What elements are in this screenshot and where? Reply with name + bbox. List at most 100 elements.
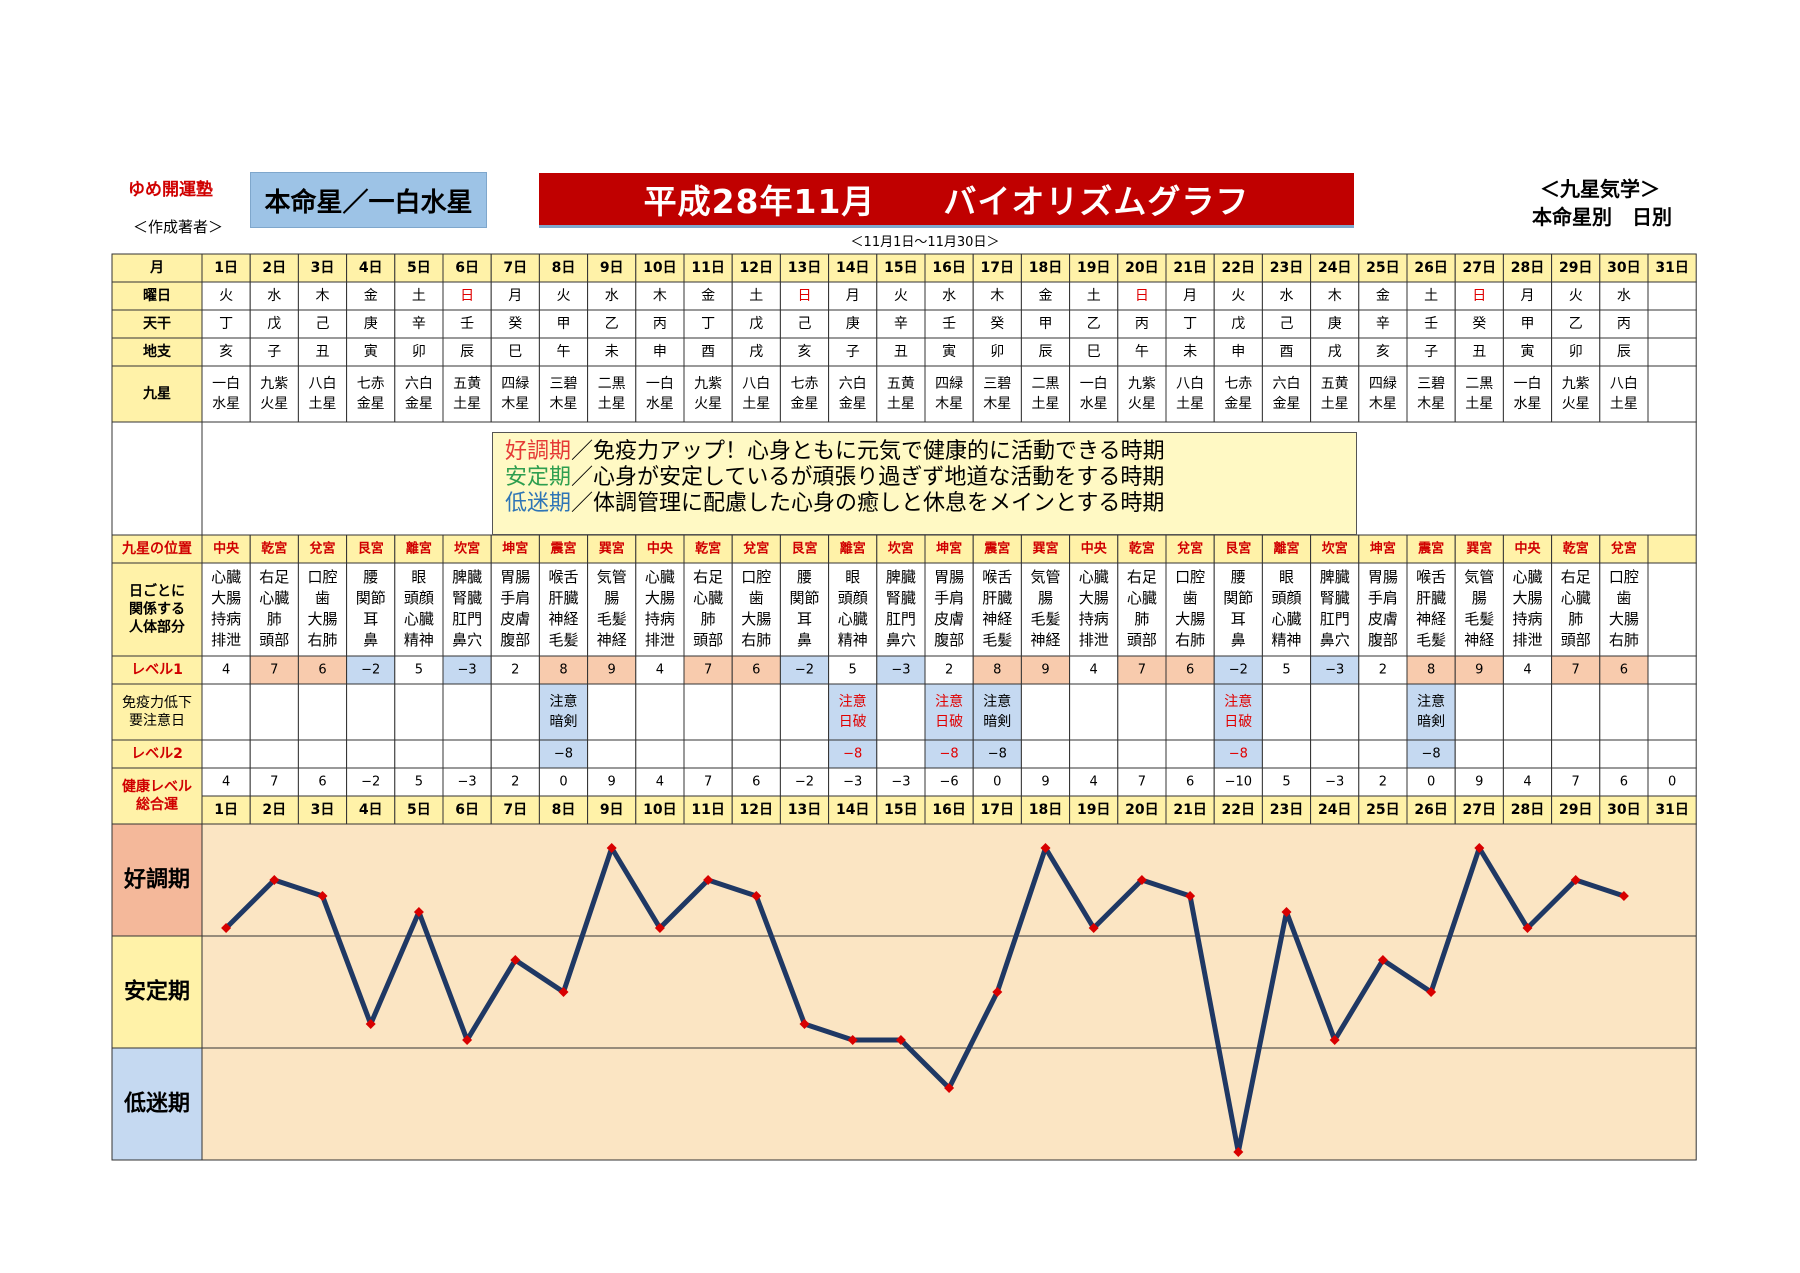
body-part-label: 毛髪 (982, 631, 1012, 649)
cell-weekday (876, 281, 926, 311)
body-part-label: 腎臓 (452, 589, 482, 607)
body-part-label: 眼 (411, 568, 426, 586)
cell-body (201, 562, 251, 657)
weekday-label: 木 (653, 288, 667, 304)
kyusei-label: 火星 (260, 396, 288, 412)
row-label-level2 (111, 739, 203, 769)
stem-label: 乙 (1569, 316, 1583, 332)
kyusei-label: 八白 (1176, 376, 1204, 392)
day-label: 14日 (836, 260, 869, 276)
body-part-label: 毛髪 (597, 610, 627, 628)
position-label: 中央 (647, 541, 674, 557)
cell-level1 (346, 655, 396, 685)
body-part-label: 手肩 (1368, 589, 1398, 607)
day-label: 16日 (932, 802, 965, 818)
cell-kyusei (1551, 365, 1601, 423)
data-point (1377, 955, 1388, 965)
body-part-label: 腹部 (500, 631, 530, 649)
body-part-label: 喉舌 (982, 568, 1012, 586)
stem-label: 己 (798, 316, 812, 332)
data-point (317, 891, 328, 901)
body-part-label: 肺 (1568, 610, 1583, 628)
day-label: 5日 (407, 260, 431, 276)
kyusei-label: 火星 (1562, 396, 1590, 412)
data-point (1329, 1035, 1340, 1045)
row-label-legend (111, 421, 203, 536)
body-part-label: 手肩 (500, 589, 530, 607)
data-point (703, 875, 714, 885)
cell-health (1117, 767, 1167, 797)
body-part-label: 心臓 (1561, 589, 1591, 607)
day-label: 10日 (643, 260, 676, 276)
cell-body (635, 562, 685, 657)
body-part-label: 腸 (1472, 589, 1487, 607)
cell-health (924, 767, 974, 797)
cell-level2 (297, 739, 348, 769)
day-label: 29日 (1559, 802, 1592, 818)
body-part-label: 関節 (789, 589, 819, 607)
body-part-label: 精神 (1271, 631, 1301, 649)
cell-caution (731, 683, 781, 741)
cell-weekday (1069, 281, 1119, 311)
cell-body (249, 562, 299, 657)
kyusei-label: 五黄 (453, 375, 481, 392)
weekday-label: 木 (990, 288, 1004, 304)
stem-label: 辛 (1376, 316, 1390, 332)
cell-kyusei (1310, 365, 1360, 423)
stem-label: 丙 (653, 316, 667, 332)
cell-days (297, 253, 348, 283)
cell-stem (346, 309, 396, 339)
stem-label: 庚 (846, 316, 860, 332)
body-part-label: 口腔 (1175, 568, 1205, 586)
data-point (1185, 891, 1196, 901)
data-point (606, 843, 617, 853)
stem-label: 丁 (219, 316, 233, 332)
cell-body (538, 562, 589, 657)
day-label: 18日 (1029, 802, 1062, 818)
body-part-label: 腰 (797, 568, 812, 586)
health-value: 0 (993, 775, 1001, 790)
cell-kyusei (1261, 365, 1312, 423)
cell-level2 (1069, 739, 1119, 769)
body-part-label: 持病 (1079, 610, 1109, 628)
position-label: 兌宮 (743, 541, 769, 557)
day-label: 15日 (884, 802, 917, 818)
health-value: 0 (1427, 775, 1435, 790)
level1-value: 4 (1090, 663, 1098, 678)
level1-value: 7 (1572, 663, 1580, 678)
branch-label: 卯 (1569, 344, 1583, 360)
weekday-label: 日 (1135, 288, 1149, 304)
day-label: 21日 (1173, 802, 1206, 818)
kyusei-label: 八白 (742, 376, 770, 392)
data-point (799, 1019, 810, 1029)
stem-label: 甲 (1521, 316, 1535, 332)
row-label-stem (111, 309, 203, 339)
cell-position (538, 534, 589, 564)
cell-days2 (1117, 795, 1167, 825)
position-label: 巽宮 (1032, 541, 1058, 557)
cell-position (1261, 534, 1312, 564)
level1-value: 7 (704, 663, 712, 678)
body-part-label: 腸 (1038, 589, 1053, 607)
branch-label: 未 (1183, 344, 1197, 360)
data-point (992, 987, 1003, 997)
cell-position (490, 534, 540, 564)
body-part-label: 頭部 (693, 631, 723, 649)
level1-value: 2 (945, 663, 953, 678)
cell-kyusei (490, 365, 540, 423)
cell-stem (1310, 309, 1360, 339)
weekday-label: 月 (846, 288, 860, 304)
level1-value: −3 (458, 663, 477, 678)
cell-level1 (297, 655, 348, 685)
health-value: 2 (511, 775, 519, 790)
level1-value: 4 (1523, 663, 1531, 678)
stem-label: 癸 (508, 316, 522, 332)
honmei-star-box: 本命星／一白水星 (250, 172, 487, 228)
cell-days2 (1020, 795, 1071, 825)
cell-days (1551, 253, 1601, 283)
position-label: 震宮 (983, 541, 1010, 557)
health-value: −10 (1225, 775, 1252, 790)
kyusei-label: 木星 (550, 396, 578, 412)
body-part-label: 胃腸 (934, 568, 964, 586)
